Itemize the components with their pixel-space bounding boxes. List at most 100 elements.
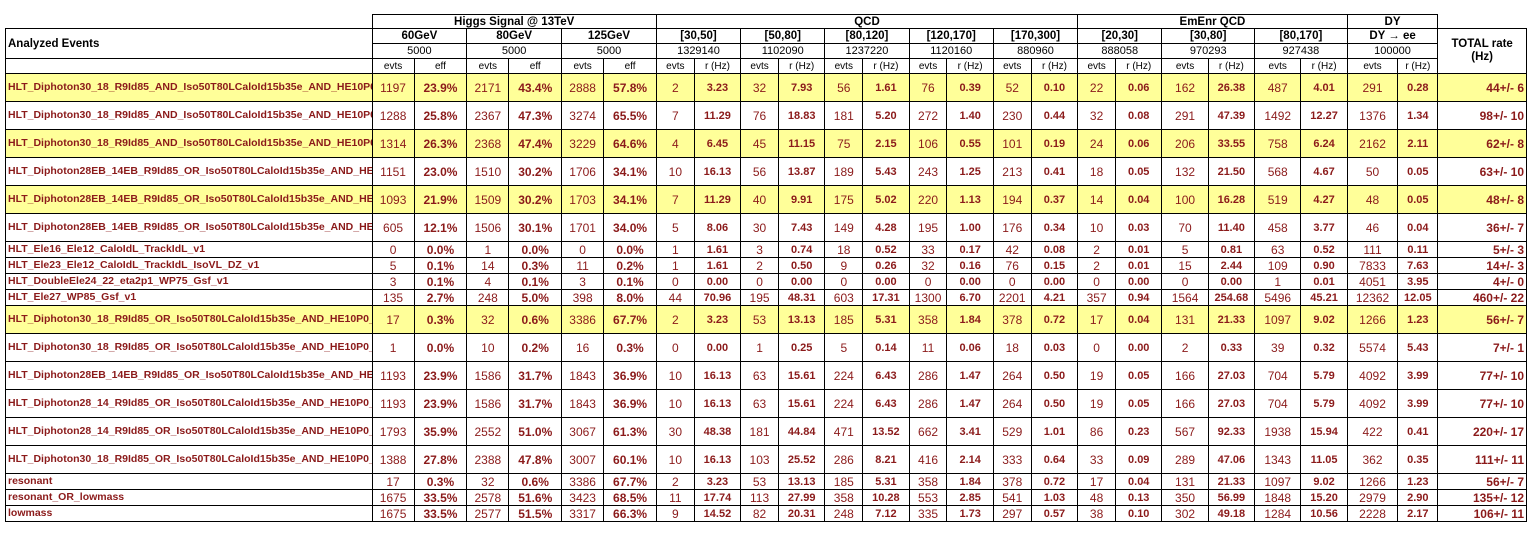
rate-cell: 16.13 [693, 361, 742, 390]
trigger-name: HLT_Ele27_WP85_Gsf_v1 [5, 289, 373, 306]
rate-cell: 4.67 [1300, 157, 1348, 186]
event-count-cell: 378 [992, 305, 1032, 334]
rate-cell: 70.96 [693, 289, 742, 306]
rate-cell: 4.01 [1300, 73, 1348, 102]
event-count-cell: 5 [655, 213, 695, 242]
rate-cell: 15.61 [778, 389, 826, 418]
rate-cell: 33.55 [1207, 129, 1256, 158]
event-count-cell: 103 [740, 445, 780, 474]
rate-cell: 8.21 [862, 445, 910, 474]
rate-cell: 4.27 [1300, 185, 1348, 214]
event-count-cell: 2367 [466, 101, 510, 130]
rate-cell: 17.31 [862, 289, 910, 306]
event-count-cell: 1151 [371, 157, 415, 186]
rate-cell: 0.05 [1115, 157, 1163, 186]
rate-cell: 0.55 [946, 129, 994, 158]
event-count-cell: 56 [740, 157, 780, 186]
event-count-cell: 1093 [371, 185, 415, 214]
rate-cell: 0.35 [1397, 445, 1439, 474]
rate-cell: 0.00 [1207, 273, 1256, 290]
rate-cell: 0.04 [1115, 185, 1163, 214]
event-count-cell: 10 [466, 333, 510, 362]
efficiency-cell: 30.2% [508, 157, 563, 186]
event-count-cell: 50 [1346, 157, 1399, 186]
event-count-cell: 10 [1077, 213, 1117, 242]
rate-cell: 1.13 [946, 185, 994, 214]
rate-cell: 6.43 [862, 361, 910, 390]
rate-cell: 3.41 [946, 417, 994, 446]
event-count-cell: 3274 [561, 101, 605, 130]
event-count-cell: 106 [908, 129, 948, 158]
table-row: resonant 17 0.3% 32 0.6% 3386 67.7% 2 3.23 53 13.1… [5, 473, 1527, 490]
event-count-cell: 541 [992, 489, 1032, 506]
rate-cell: 1.61 [693, 257, 742, 274]
rate-cell: 0.94 [1115, 289, 1163, 306]
rate-cell: 5.43 [862, 157, 910, 186]
rate-cell: 16.13 [693, 157, 742, 186]
rate-cell: 4.28 [862, 213, 910, 242]
efficiency-cell: 33.5% [413, 489, 468, 506]
rate-cell: 7.63 [1397, 257, 1439, 274]
column-label: evts [908, 58, 948, 74]
event-count-cell: 5574 [1346, 333, 1399, 362]
sample-header: [170,300] [992, 28, 1079, 44]
rate-cell: 0.00 [693, 333, 742, 362]
event-count-cell: 1843 [561, 361, 605, 390]
rate-cell: 21.33 [1207, 305, 1256, 334]
total-rate-cell: 7+/- 1 [1437, 333, 1527, 362]
event-count-cell: 3 [561, 273, 605, 290]
efficiency-cell: 51.6% [508, 489, 563, 506]
column-label-row: evts eff evts eff evts eff evts r (Hz) evts r (Hz… [5, 58, 1527, 74]
rate-cell: 0.01 [1115, 241, 1163, 258]
event-count-cell: 7 [655, 101, 695, 130]
table-row: HLT_Diphoton28EB_14EB_R9Id85_OR_Iso50T80… [5, 157, 1527, 186]
event-count-cell: 12362 [1346, 289, 1399, 306]
efficiency-cell: 0.1% [413, 273, 468, 290]
event-count-cell: 9 [655, 505, 695, 522]
event-count-cell: 1510 [466, 157, 510, 186]
sample-header: [20,30] [1077, 28, 1163, 44]
total-rate-cell: 63+/- 10 [1437, 157, 1527, 186]
table-row: HLT_Diphoton30_18_R9Id85_OR_Iso50T80LCal… [5, 333, 1527, 362]
event-count-cell: 206 [1161, 129, 1209, 158]
event-count-cell: 2578 [466, 489, 510, 506]
table-row: HLT_Diphoton28EB_14EB_R9Id85_OR_Iso50T80… [5, 361, 1527, 390]
efficiency-cell: 33.5% [413, 505, 468, 522]
rate-cell: 1.61 [862, 73, 910, 102]
total-rate-cell: 56+/- 7 [1437, 473, 1527, 490]
rate-cell: 9.91 [778, 185, 826, 214]
event-count-cell: 1506 [466, 213, 510, 242]
event-count-cell: 0 [740, 273, 780, 290]
rate-cell: 1.61 [693, 241, 742, 258]
rate-cell: 49.18 [1207, 505, 1256, 522]
event-count-cell: 1343 [1254, 445, 1302, 474]
column-label: eff [413, 58, 468, 74]
table-row: HLT_Diphoton28EB_14EB_R9Id85_OR_Iso50T80… [5, 185, 1527, 214]
rate-cell: 254.68 [1207, 289, 1256, 306]
rate-cell: 0.08 [1030, 241, 1079, 258]
rate-cell: 16.13 [693, 445, 742, 474]
event-count-cell: 568 [1254, 157, 1302, 186]
rate-cell: 47.06 [1207, 445, 1256, 474]
rate-cell: 21.33 [1207, 473, 1256, 490]
trigger-name: HLT_Diphoton30_18_R9Id85_AND_Iso50T80LCa… [5, 101, 373, 130]
event-count-cell: 0 [992, 273, 1032, 290]
sample-header: [50,80] [740, 28, 826, 44]
rate-cell: 0.00 [946, 273, 994, 290]
event-count-cell: 18 [1077, 157, 1117, 186]
event-count-cell: 63 [740, 361, 780, 390]
table-row: resonant_OR_lowmass 1675 33.5% 2578 51.6% 342… [5, 489, 1527, 506]
event-count-cell: 52 [992, 73, 1032, 102]
rate-cell: 9.02 [1300, 473, 1348, 490]
event-count-cell: 0 [371, 241, 415, 258]
efficiency-cell: 67.7% [603, 305, 657, 334]
rate-cell: 1.84 [946, 305, 994, 334]
rate-cell: 0.05 [1397, 185, 1439, 214]
event-count-cell: 2 [1077, 241, 1117, 258]
efficiency-cell: 34.0% [603, 213, 657, 242]
event-count-cell: 1793 [371, 417, 415, 446]
event-count-cell: 100 [1161, 185, 1209, 214]
column-label: r (Hz) [946, 58, 994, 74]
event-count-cell: 32 [740, 73, 780, 102]
rate-cell: 0.17 [946, 241, 994, 258]
